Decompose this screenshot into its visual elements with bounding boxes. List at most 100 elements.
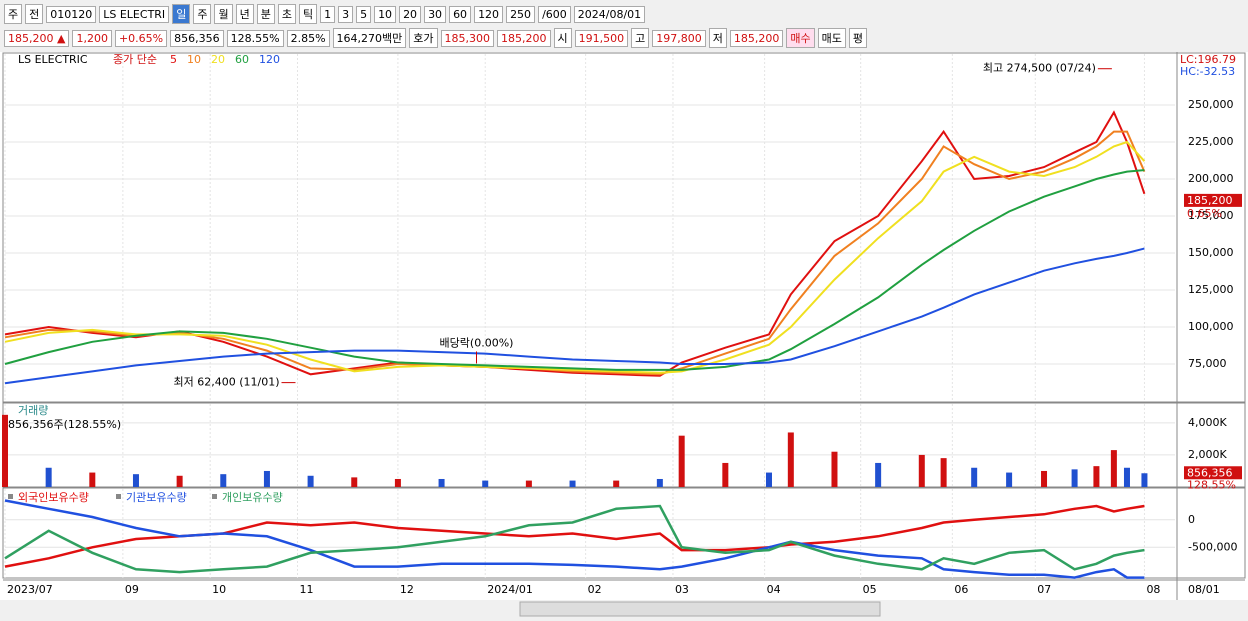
series-line <box>4 504 1145 568</box>
y-tick-label: 250,000 <box>1188 98 1234 111</box>
legend-entry: 5 <box>170 53 177 66</box>
volume-bar <box>1071 469 1078 487</box>
volume-bar <box>263 470 270 487</box>
last-price: 185,200 <box>1187 194 1233 207</box>
info-field: 호가 <box>409 28 438 48</box>
volume-bar <box>722 462 729 487</box>
series-line <box>4 504 1145 574</box>
toolbar-button[interactable]: 일 <box>172 4 191 24</box>
volume-bar <box>176 475 183 487</box>
y-tick-label: 75,000 <box>1188 357 1227 370</box>
toolbar-button[interactable]: 주 <box>4 4 23 24</box>
x-tick-label: 03 <box>675 583 689 596</box>
volume-bar <box>875 462 882 487</box>
plot-bg <box>0 52 1248 600</box>
volume-summary: 856,356주(128.55%) <box>8 418 121 431</box>
volume-bar <box>1041 470 1048 487</box>
toolbar-button[interactable]: 3 <box>338 5 354 23</box>
volume-bar <box>940 458 947 487</box>
x-tick-label: 06 <box>954 583 968 596</box>
legend-entry: 20 <box>211 53 225 66</box>
y-tick-label: 2,000K <box>1188 448 1227 461</box>
info-field: 185,200 ▲ <box>4 29 70 47</box>
toolbar-button[interactable]: 120 <box>474 5 504 23</box>
info-field[interactable]: 매도 <box>817 28 846 48</box>
annotation: 배당락(0.00%) <box>440 336 514 349</box>
last-volume: 856,356 <box>1187 466 1233 479</box>
info-field: 2.85% <box>286 29 330 47</box>
volume-bar <box>1123 467 1130 487</box>
y-tick-label: 150,000 <box>1188 246 1234 259</box>
panel-frame <box>2 52 1246 403</box>
volume-bar <box>1110 450 1117 487</box>
legend-entry: 외국인보유수량 <box>18 491 89 504</box>
volume-bar <box>2 414 8 487</box>
x-tick-label: 02 <box>588 583 602 596</box>
legend-entry: 10 <box>187 53 201 66</box>
volume-bar <box>132 474 139 487</box>
toolbar-button[interactable]: 30 <box>424 5 447 23</box>
toolbar-button[interactable]: 10 <box>374 5 397 23</box>
series-line <box>4 140 1146 374</box>
info-bar: 185,200 ▲ 1,200 +0.65% 856,356 128.55% 2.85% 1… <box>0 28 1248 48</box>
series-line <box>4 169 1145 371</box>
toolbar-button[interactable]: LS ELECTRI <box>99 5 170 23</box>
legend-entry: 기관보유수량 <box>126 491 187 504</box>
annotation: 최고 274,500 (07/24) <box>983 62 1096 75</box>
info-field[interactable]: 평 <box>848 28 868 48</box>
y-tick-label: 225,000 <box>1188 135 1234 148</box>
last-pct: 128.55% <box>1187 478 1236 491</box>
x-end-label: 08/01 <box>1188 583 1220 596</box>
series-line <box>4 499 1145 579</box>
toolbar-button[interactable]: 초 <box>277 4 296 24</box>
info-field: 185,200 <box>497 29 551 47</box>
volume-bar <box>220 474 227 487</box>
volume-bar <box>569 480 576 487</box>
x-tick-label: 12 <box>400 583 414 596</box>
toolbar-button[interactable]: 5 <box>356 5 372 23</box>
toolbar-button[interactable]: 주 <box>193 4 212 24</box>
toolbar-button[interactable]: 010120 <box>46 5 97 23</box>
volume-bar <box>351 477 358 487</box>
volume-bar <box>525 480 532 487</box>
toolbar-button[interactable]: 전 <box>25 4 44 24</box>
info-field[interactable]: 매수 <box>786 28 815 48</box>
last-box <box>1184 466 1242 480</box>
info-field: 197,800 <box>652 29 706 47</box>
toolbar-button[interactable]: /600 <box>538 5 571 23</box>
toolbar-button[interactable]: 20 <box>399 5 422 23</box>
y-tick-label: 0 <box>1188 513 1195 526</box>
x-tick-label: 07 <box>1037 583 1051 596</box>
volume-bar <box>89 472 96 487</box>
toolbar-button[interactable]: 1 <box>320 5 336 23</box>
x-tick-label: 04 <box>767 583 781 596</box>
toolbar: 주 전 010120 LS ELECTRI 일 주 월 년 분 초 틱 1 3 5 10 20 30 60 120 2… <box>0 4 1248 24</box>
volume-bar <box>971 467 978 487</box>
toolbar-button[interactable]: 년 <box>235 4 254 24</box>
y-tick-label: 100,000 <box>1188 320 1234 333</box>
toolbar-button[interactable]: 250 <box>506 5 536 23</box>
toolbar-button[interactable]: 2024/08/01 <box>573 5 646 23</box>
toolbar-button[interactable]: 틱 <box>298 4 318 24</box>
last-box <box>1184 193 1242 207</box>
volume-bar <box>307 475 314 487</box>
x-tick-label: 11 <box>300 583 314 596</box>
x-tick-label: 10 <box>212 583 226 596</box>
volume-bar <box>787 432 794 487</box>
legend-swatch <box>212 494 217 499</box>
legend-swatch <box>116 494 121 499</box>
toolbar-button[interactable]: 60 <box>449 5 472 23</box>
legend-swatch <box>8 494 13 499</box>
volume-bar <box>678 435 685 487</box>
y-tick-label: -500,000 <box>1188 540 1237 553</box>
toolbar-button[interactable]: 월 <box>214 4 233 24</box>
info-field: 185,200 <box>729 29 784 47</box>
volume-bar <box>765 472 772 487</box>
toolbar-button[interactable]: 분 <box>256 4 275 24</box>
lc-label: LC:196.79 <box>1180 53 1236 66</box>
info-field: 164,270백만 <box>332 28 407 48</box>
y-tick-label: 125,000 <box>1188 283 1234 296</box>
annotation: 최저 62,400 (11/01) <box>173 376 279 389</box>
scrollbar <box>519 601 881 617</box>
